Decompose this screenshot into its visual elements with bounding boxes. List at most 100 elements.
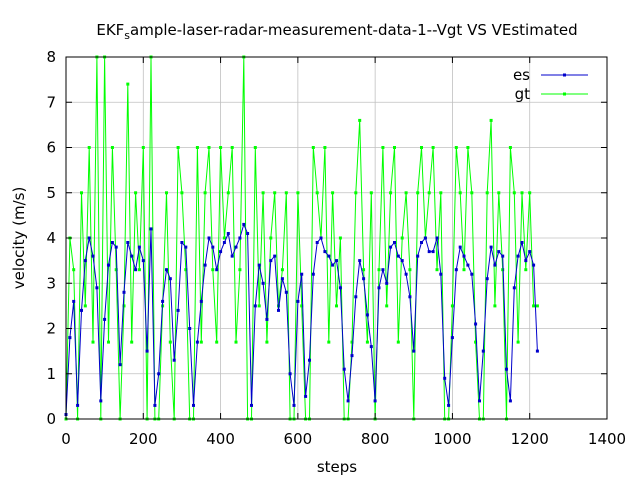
data-point-es — [393, 241, 396, 244]
data-point-es — [118, 363, 122, 367]
data-point-gt — [532, 304, 536, 308]
data-point-gt — [512, 191, 516, 195]
data-point-gt — [230, 146, 234, 149]
data-point-es — [358, 259, 362, 263]
data-point-gt — [489, 118, 493, 122]
data-point-es — [211, 245, 215, 249]
data-point-gt — [400, 236, 404, 240]
data-point-es — [288, 372, 292, 376]
data-point-es — [184, 245, 188, 249]
data-point-gt — [369, 191, 373, 195]
data-point-es — [377, 286, 381, 290]
data-point-es — [219, 250, 223, 254]
data-point-gt — [315, 191, 319, 195]
data-point-es — [423, 236, 427, 240]
data-point-es — [250, 403, 253, 407]
data-point-es — [427, 250, 431, 254]
data-point-es — [149, 227, 153, 231]
data-point-es — [516, 254, 520, 258]
data-point-es — [338, 286, 342, 290]
data-point-gt — [226, 191, 230, 195]
data-point-es — [439, 272, 443, 276]
chart-title-main: EKF — [96, 21, 124, 39]
data-point-gt — [516, 340, 520, 344]
data-point-es — [466, 263, 470, 267]
data-point-es — [458, 245, 462, 249]
data-point-es — [83, 259, 87, 263]
data-point-es — [404, 272, 408, 276]
data-point-es — [114, 245, 118, 249]
data-point-es — [354, 295, 358, 299]
data-point-gt — [300, 304, 304, 308]
data-point-es — [493, 263, 497, 267]
data-point-es — [284, 290, 288, 294]
data-point-gt — [311, 146, 315, 149]
data-point-es — [373, 399, 377, 403]
data-point-gt — [91, 340, 95, 344]
data-point-gt — [80, 191, 83, 195]
data-point-gt — [273, 191, 277, 195]
data-point-gt — [137, 268, 141, 272]
data-point-gt — [126, 82, 130, 86]
data-point-es — [180, 241, 184, 244]
data-point-es — [165, 268, 168, 272]
data-point-es — [130, 254, 134, 258]
data-point-gt — [176, 146, 180, 149]
data-point-gt — [474, 340, 478, 344]
data-point-gt — [427, 191, 431, 195]
data-point-es — [319, 236, 323, 240]
data-point-es — [157, 372, 161, 376]
y-tick-label: 0 — [46, 410, 56, 428]
chart-title: EKFsample-laser-radar-measurement-data-1… — [96, 21, 577, 42]
data-point-gt — [385, 304, 389, 308]
chart-title-rest: ample-laser-radar-measurement-data-1--Vg… — [130, 21, 578, 39]
data-point-es — [107, 263, 110, 267]
data-point-gt — [420, 146, 423, 149]
data-point-es — [381, 268, 385, 272]
legend-label: es — [513, 66, 530, 84]
data-point-es — [91, 254, 95, 258]
x-tick-label: 1200 — [511, 430, 549, 448]
data-point-gt — [354, 191, 358, 195]
series-es — [64, 222, 539, 416]
chart-title-subscript: s — [124, 29, 130, 42]
data-point-gt — [377, 268, 381, 272]
data-point-es — [137, 245, 141, 249]
data-point-gt — [280, 268, 284, 272]
data-point-es — [431, 250, 435, 254]
x-tick-label: 400 — [206, 430, 235, 448]
x-tick-label: 800 — [361, 430, 390, 448]
data-point-es — [420, 241, 423, 244]
data-point-es — [99, 399, 103, 403]
data-point-es — [207, 236, 211, 240]
data-point-es — [489, 245, 493, 249]
data-point-es — [296, 299, 300, 303]
data-point-es — [95, 286, 99, 290]
data-point-gt — [130, 340, 134, 344]
data-point-es — [246, 232, 250, 235]
data-point-es — [350, 354, 354, 358]
data-point-gt — [350, 340, 354, 344]
data-point-gt — [485, 191, 489, 195]
data-point-es — [188, 327, 192, 330]
data-point-es — [385, 281, 389, 285]
data-point-gt — [83, 304, 87, 308]
data-point-gt — [327, 340, 331, 344]
data-point-es — [203, 263, 207, 267]
data-point-es — [323, 250, 327, 254]
data-point-es — [462, 254, 466, 258]
data-point-gt — [524, 268, 528, 272]
data-point-es — [234, 245, 238, 249]
data-point-gt — [365, 340, 369, 344]
data-point-es — [265, 317, 269, 321]
data-point-es — [192, 403, 195, 407]
y-tick-label: 3 — [46, 274, 56, 292]
data-point-es — [222, 241, 226, 244]
data-point-gt — [416, 191, 420, 195]
data-point-es — [242, 222, 246, 226]
y-axis-label: velocity (m/s) — [10, 187, 28, 290]
data-point-es — [172, 358, 176, 362]
data-point-es — [416, 254, 420, 258]
y-tick-label: 8 — [46, 48, 56, 66]
x-tick-label: 1000 — [433, 430, 471, 448]
